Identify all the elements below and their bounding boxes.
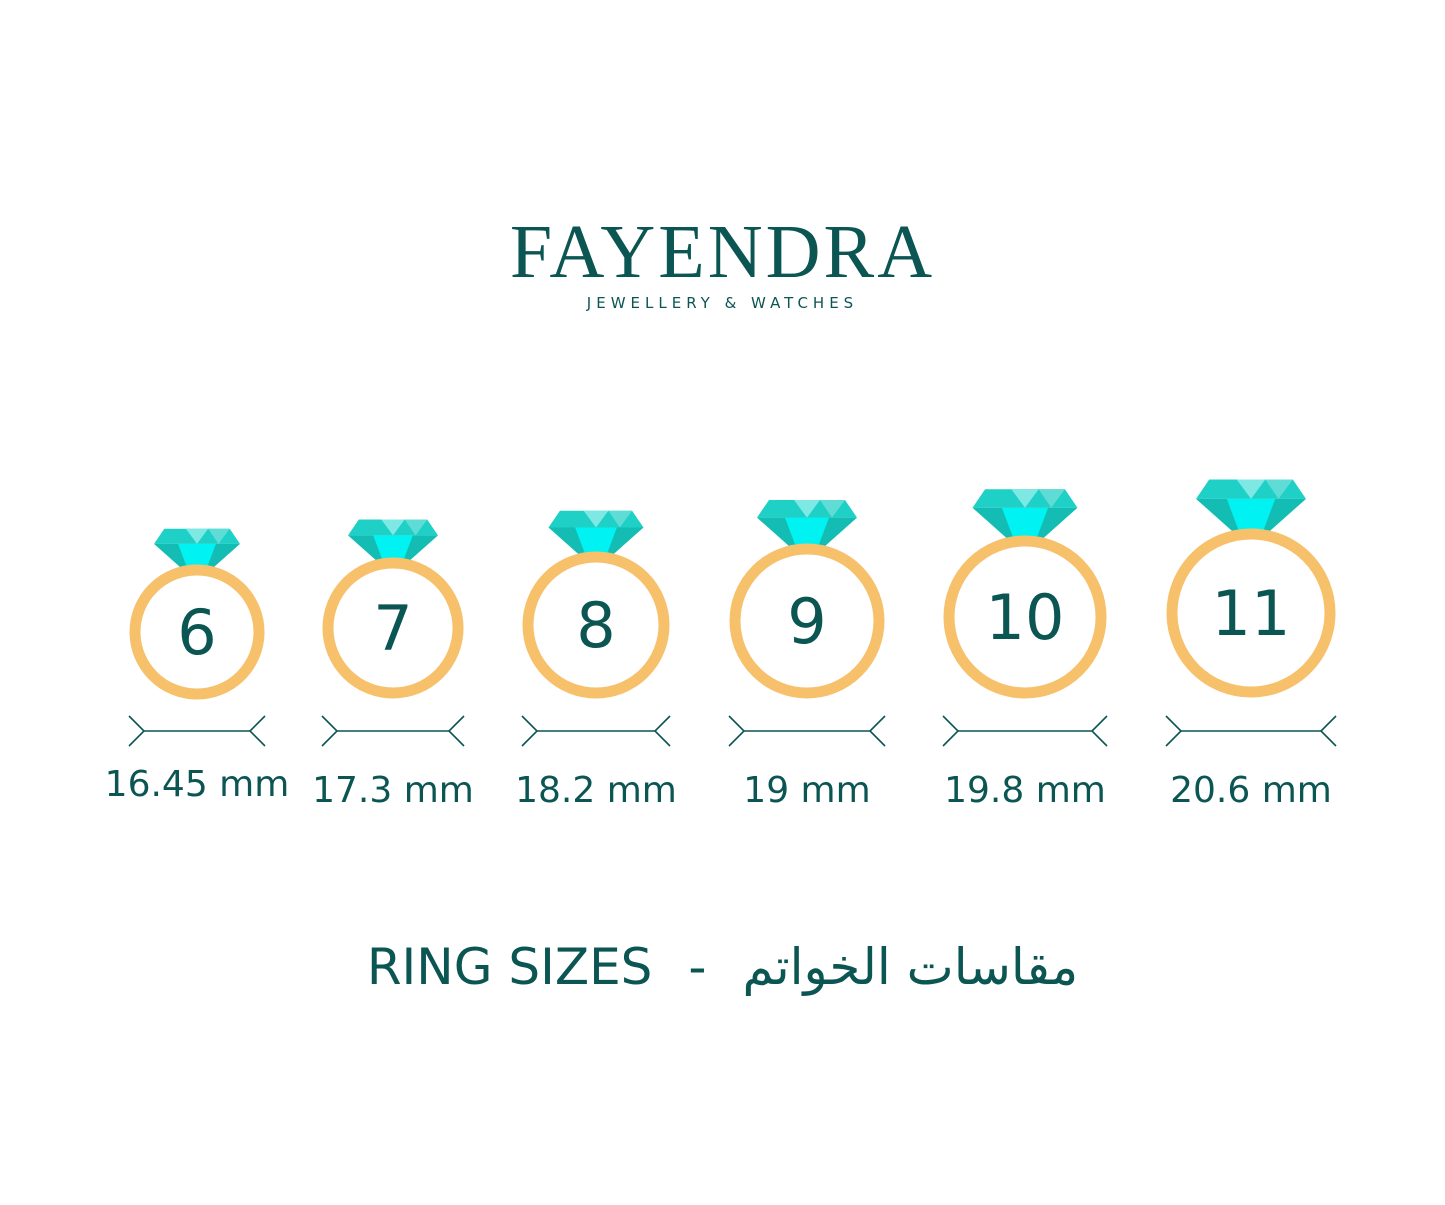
ring-band — [943, 535, 1107, 699]
ring-band — [1166, 528, 1336, 698]
ring-size-9: 9 19 mm — [728, 500, 886, 811]
diamond-icon — [757, 500, 857, 555]
brand-tagline: JEWELLERY & WATCHES — [586, 294, 859, 312]
diameter-arrow-icon — [521, 715, 671, 747]
diameter-arrow-icon — [942, 715, 1108, 747]
ring-size-number: 8 — [576, 589, 615, 662]
diameter-arrow-icon — [1165, 715, 1337, 747]
ring-size-number: 9 — [787, 585, 826, 658]
ring-size-8: 8 18.2 mm — [515, 510, 677, 811]
diamond-icon — [154, 528, 240, 576]
ring-size-6: 6 16.45 mm — [105, 528, 290, 805]
diameter-arrow-icon — [321, 715, 465, 747]
ring-band — [322, 557, 464, 699]
title-english: RING SIZES — [366, 938, 653, 996]
ring-band — [522, 551, 670, 699]
ring-diameter-label: 17.3 mm — [312, 770, 474, 811]
ring-band — [129, 564, 265, 700]
ring-diameter-label: 20.6 mm — [1170, 770, 1332, 811]
ring-size-number: 10 — [986, 581, 1065, 654]
ring-diameter-label: 18.2 mm — [515, 770, 677, 811]
title-arabic: مقاسات الخواتم — [742, 938, 1079, 996]
ring-size-number: 6 — [177, 596, 216, 669]
ring-size-number: 11 — [1212, 577, 1291, 650]
diameter-arrow-icon — [728, 715, 886, 747]
footer-title: RING SIZES - مقاسات الخواتم — [0, 938, 1445, 996]
ring-diameter-label: 19 mm — [743, 770, 870, 811]
ring-size-11: 11 20.6 mm — [1165, 479, 1337, 811]
ring-diameter-label: 19.8 mm — [944, 770, 1106, 811]
diamond-icon — [1196, 479, 1306, 540]
diameter-arrow-icon — [128, 715, 266, 747]
ring-size-7: 7 17.3 mm — [312, 519, 474, 811]
diamond-icon — [548, 510, 644, 563]
ring-diameter-label: 16.45 mm — [105, 764, 290, 805]
ring-size-number: 7 — [373, 592, 412, 665]
title-separator: - — [688, 938, 707, 996]
brand-logo-name: FAYENDRA — [509, 210, 936, 294]
ring-size-10: 10 19.8 mm — [942, 489, 1108, 811]
ring-band — [729, 543, 885, 699]
